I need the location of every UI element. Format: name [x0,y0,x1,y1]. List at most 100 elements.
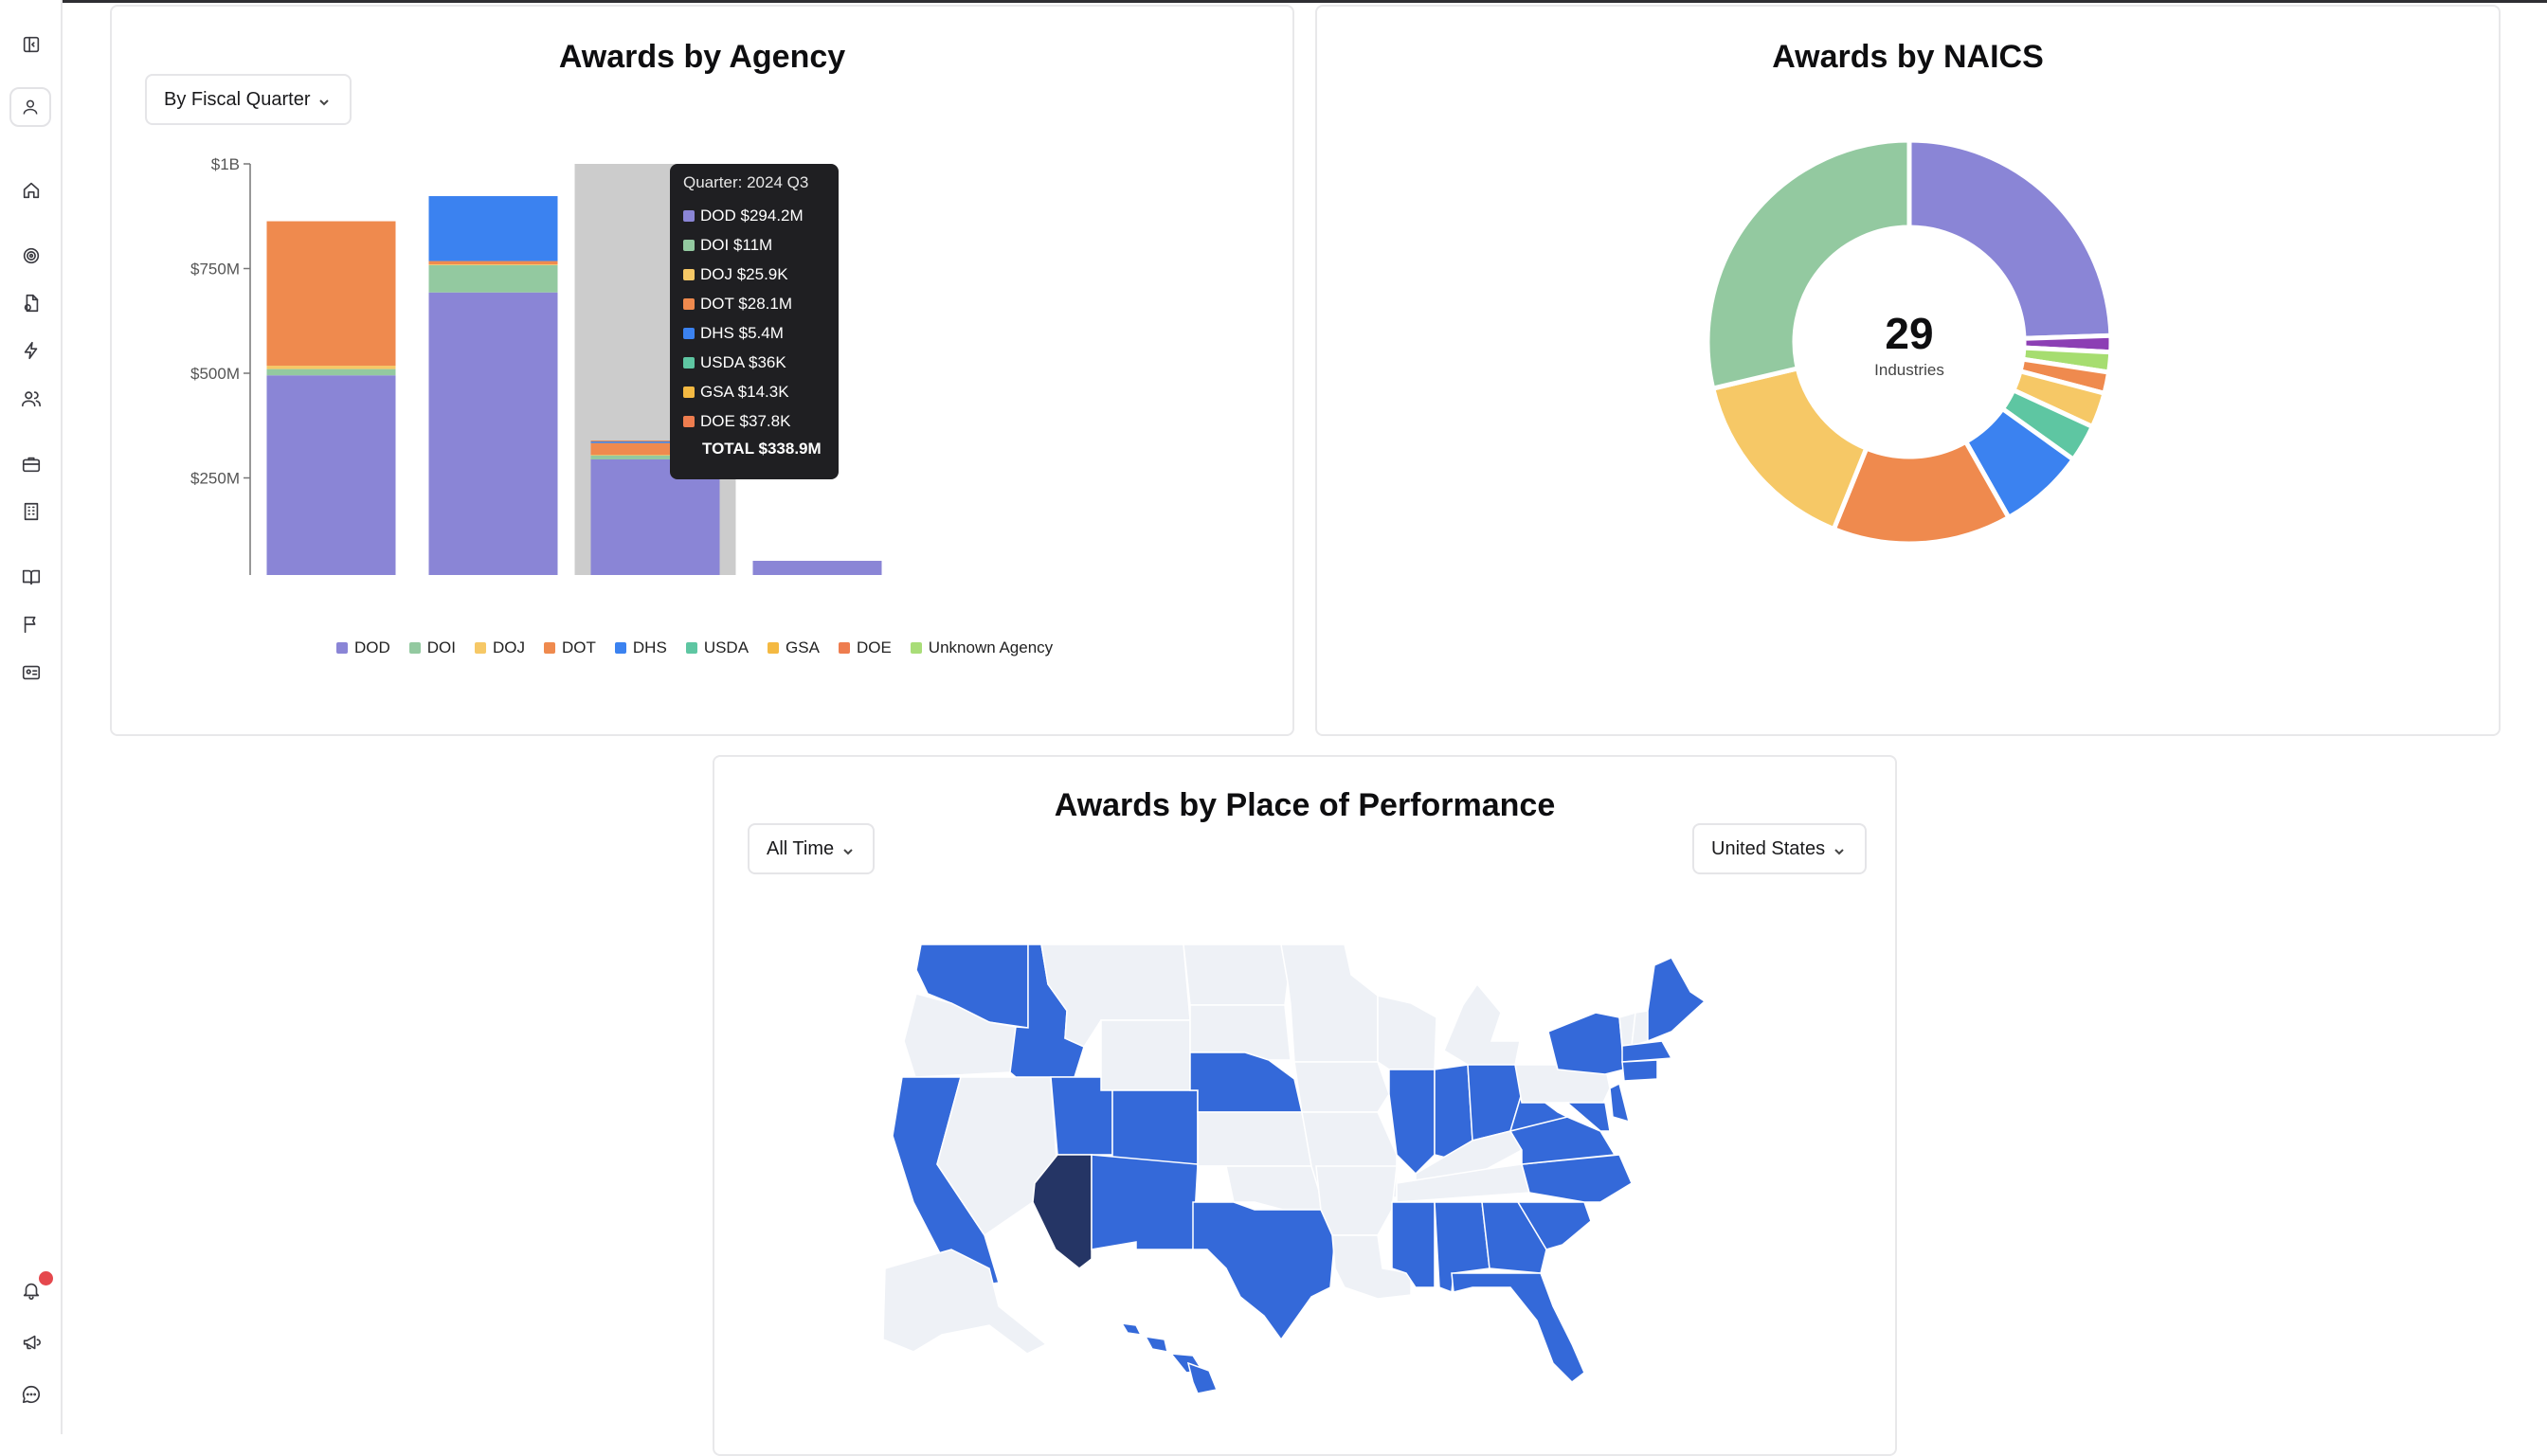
state-region[interactable] [1443,982,1521,1066]
bar-dod[interactable] [428,292,558,575]
industry-label: Industries [1874,361,1944,379]
time-range-dropdown[interactable]: All Time [748,823,875,874]
state-region[interactable] [1621,1059,1658,1082]
state-region[interactable] [1280,944,1379,1063]
megaphone-icon[interactable] [19,1330,44,1355]
legend-item[interactable]: GSA [768,638,820,657]
legend-label: GSA [786,638,820,656]
state-region[interactable] [1621,1040,1673,1063]
place-of-performance-card: Awards by Place of Performance All Time … [713,755,1897,1456]
home-icon[interactable] [19,178,44,203]
naics-card-title: Awards by NAICS [1772,39,2044,75]
bar-dhs[interactable] [590,440,720,443]
state-region[interactable] [1377,995,1437,1070]
tooltip-row: DHS $5.4M [683,318,825,348]
legend-item[interactable]: DOD [336,638,390,657]
legend-item[interactable]: DOT [544,638,596,657]
state-region[interactable] [1192,1201,1336,1341]
state-region[interactable] [1186,1361,1219,1394]
y-tick-label: $500M [190,365,240,383]
fiscal-quarter-dropdown[interactable]: By Fiscal Quarter [145,74,352,125]
chat-icon[interactable] [19,1382,44,1407]
state-region[interactable] [1144,1336,1168,1353]
state-region[interactable] [1331,1234,1412,1300]
users-icon[interactable] [19,386,44,411]
legend-swatch [685,642,697,654]
legend-swatch [475,642,487,654]
tooltip-swatch [683,239,695,251]
time-range-label: All Time [767,837,835,859]
state-region[interactable] [1293,1061,1390,1113]
agency-card-title: Awards by Agency [558,39,846,75]
legend-item[interactable]: DOE [838,638,892,657]
bar-dot[interactable] [428,261,558,265]
tooltip-row: GSA $14.3K [683,377,825,406]
legend-item[interactable]: DOI [408,638,456,657]
donut-slice[interactable] [1705,137,1912,392]
state-region[interactable] [1120,1322,1143,1336]
legend-item[interactable]: DHS [614,638,667,657]
donut-slice[interactable] [1906,137,2114,341]
state-region[interactable] [1091,1154,1199,1250]
building-icon[interactable] [19,499,44,524]
id-card-icon[interactable] [19,660,44,685]
state-region[interactable] [1189,1052,1303,1113]
state-region[interactable] [1183,944,1289,1006]
naics-donut-chart [1705,137,2114,547]
state-region[interactable] [1609,1082,1631,1123]
bar-doi[interactable] [590,455,720,459]
state-region[interactable] [1481,1201,1547,1274]
chevron-down-icon [317,93,331,106]
bell-icon[interactable] [19,1278,44,1303]
state-region[interactable] [1315,1165,1398,1236]
donut-slice[interactable] [1709,365,1870,532]
top-border [0,0,2547,3]
briefcase-icon[interactable] [19,452,44,476]
region-dropdown[interactable]: United States [1692,823,1867,874]
bar-doi[interactable] [266,368,396,376]
bar-doj[interactable] [428,264,558,265]
legend-item[interactable]: USDA [685,638,749,657]
target-icon[interactable] [19,243,44,268]
bar-dod[interactable] [752,561,882,575]
bar-dot[interactable] [266,221,396,367]
legend-swatch [544,642,556,654]
bar-doj[interactable] [266,366,396,369]
state-region[interactable] [1564,1102,1611,1132]
tooltip-swatch [683,386,695,398]
panel-icon[interactable] [19,32,44,57]
bar-dhs[interactable] [428,196,558,261]
bar-dod[interactable] [266,375,396,575]
state-region[interactable] [882,1249,1048,1355]
bolt-icon[interactable] [19,338,44,363]
state-region[interactable] [1451,1272,1585,1383]
tooltip-row: DOE $37.8K [683,406,825,436]
bar-doe[interactable] [590,440,720,442]
legend-label: DHS [632,638,667,656]
notification-badge [37,1269,55,1287]
us-map [882,944,1707,1394]
industry-count: 29 [1885,309,1934,358]
flag-icon[interactable] [19,612,44,637]
tooltip-swatch [683,297,695,310]
tooltip-row-label: DHS $5.4M [700,323,784,342]
bar-doj[interactable] [590,455,720,456]
state-region[interactable] [1547,1012,1625,1075]
legend-item[interactable]: Unknown Agency [910,638,1053,657]
tooltip-row-label: DOJ $25.9K [700,264,788,283]
document-icon[interactable] [19,291,44,315]
legend-swatch [336,642,348,654]
state-region[interactable] [1197,1111,1312,1167]
state-region[interactable] [1521,1154,1633,1203]
tooltip-row-label: DOD $294.2M [700,206,804,225]
book-icon[interactable] [19,565,44,589]
legend-item[interactable]: DOJ [475,638,525,657]
chevron-down-icon [841,842,855,855]
state-region[interactable] [1516,1201,1592,1250]
user-icon[interactable] [9,87,51,127]
state-region[interactable] [1111,1089,1199,1165]
legend-label: DOE [856,638,892,656]
state-region[interactable] [1100,1019,1191,1091]
bar-doi[interactable] [428,264,558,293]
state-region[interactable] [1647,957,1707,1043]
